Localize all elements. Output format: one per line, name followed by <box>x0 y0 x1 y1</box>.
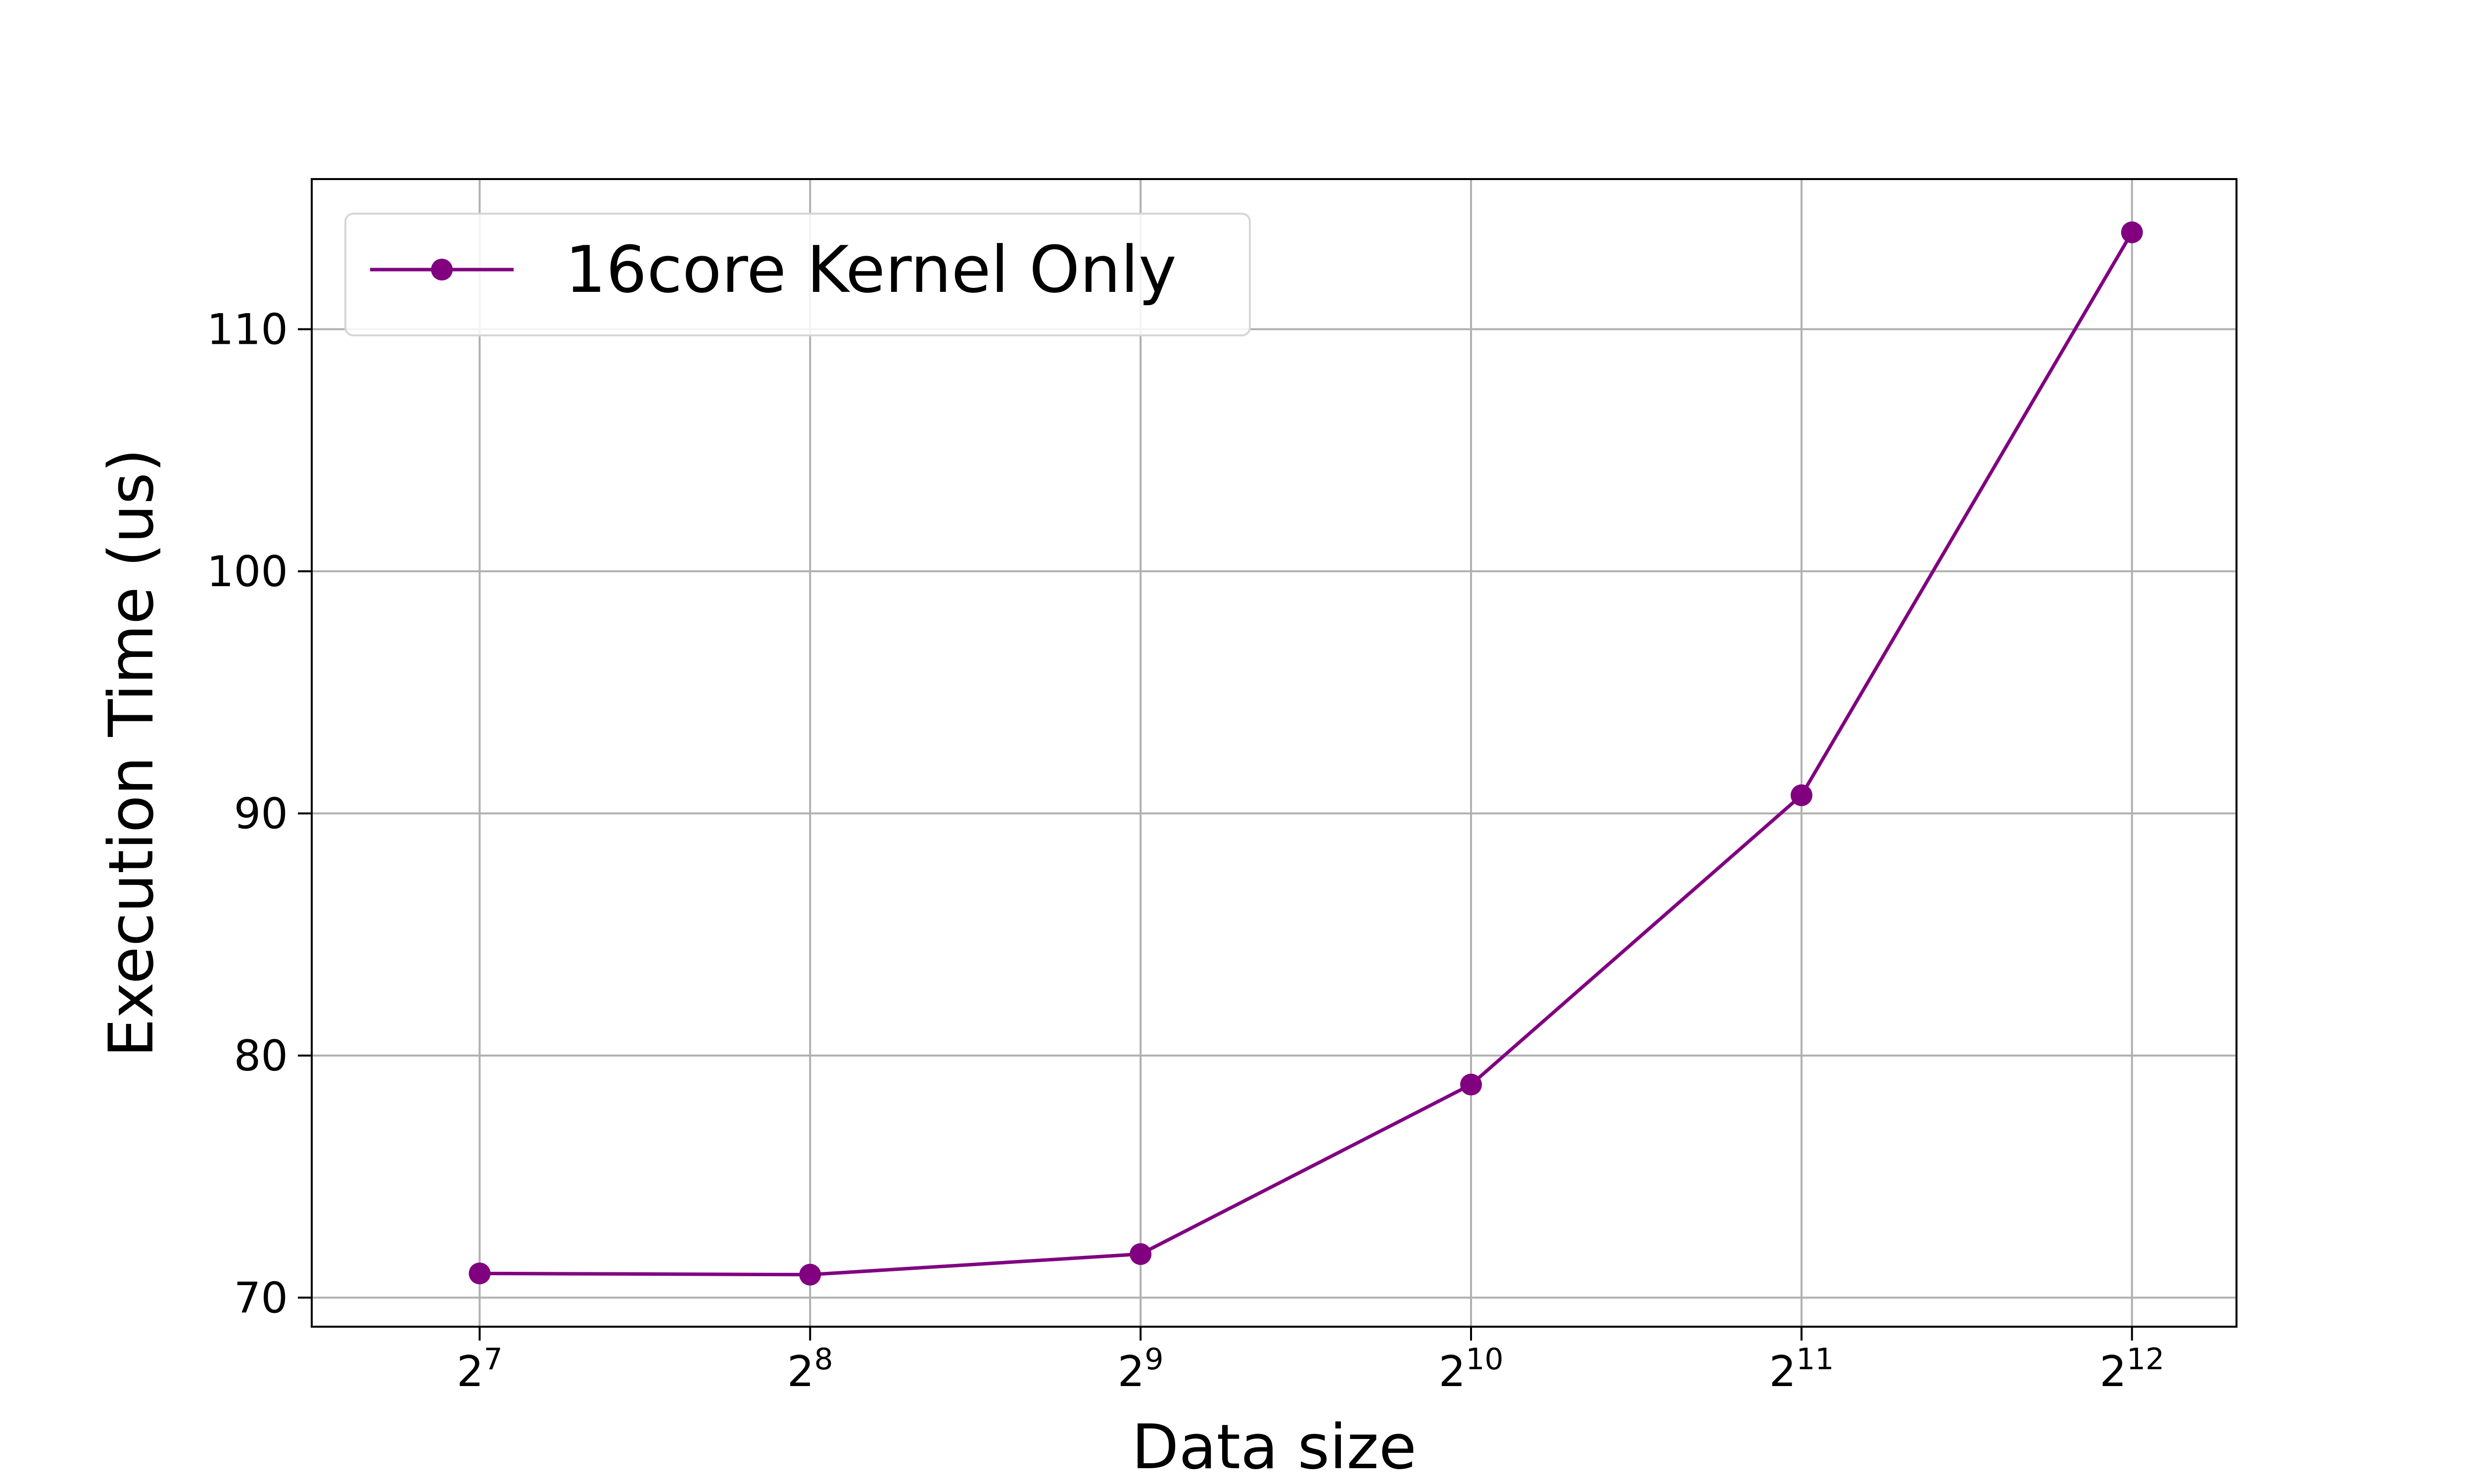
y-tick-label: 110 <box>207 305 288 354</box>
x-tick-label: 27 <box>457 1342 503 1396</box>
data-point <box>1460 1073 1482 1096</box>
x-tick-label: 29 <box>1118 1342 1164 1396</box>
y-tick-label: 90 <box>234 789 288 838</box>
y-tick-label: 100 <box>207 547 288 597</box>
x-tick-label: 211 <box>1769 1342 1834 1396</box>
data-point <box>1130 1243 1152 1265</box>
data-point <box>1790 784 1812 806</box>
x-tick-label: 28 <box>787 1342 833 1396</box>
x-tick-label: 212 <box>2099 1342 2164 1396</box>
series-line <box>479 231 2134 1277</box>
grid-lines <box>312 179 2236 1327</box>
y-axis-title: Execution Time (us) <box>96 449 167 1058</box>
legend: 16core Kernel Only <box>344 213 1251 336</box>
y-tick-label: 70 <box>234 1273 288 1323</box>
series-layer <box>469 221 2143 1286</box>
legend-label: 16core Kernel Only <box>565 232 1177 307</box>
data-point <box>2121 221 2143 243</box>
y-tick-label: 80 <box>234 1031 288 1081</box>
x-tick-label: 210 <box>1438 1342 1503 1396</box>
data-point <box>469 1262 491 1285</box>
x-axis-title: Data size <box>1132 1412 1417 1483</box>
plot-frame <box>311 178 2237 1328</box>
legend-marker <box>431 259 453 280</box>
axis-ticks: 27 28 29 210 211 212 70 80 90 100 110 <box>207 305 2164 1396</box>
legend-box <box>344 213 1251 336</box>
data-point <box>799 1263 821 1286</box>
